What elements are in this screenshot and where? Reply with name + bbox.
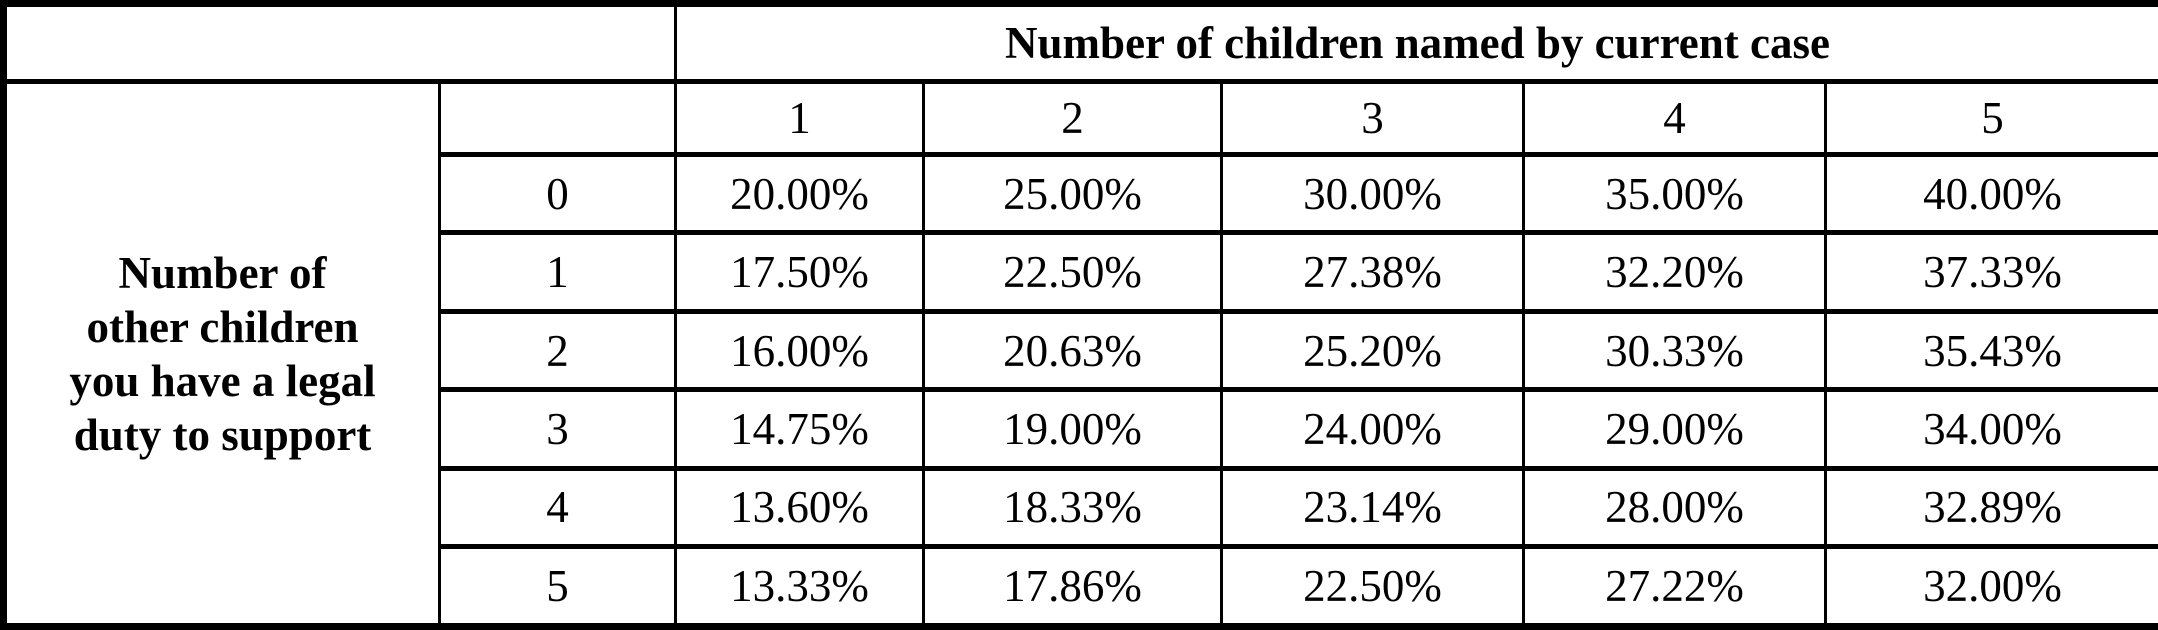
col-header-4: 4 xyxy=(1522,79,1827,157)
data-cell: 34.00% xyxy=(1823,387,2158,471)
data-cell: 13.60% xyxy=(674,465,925,550)
col-header-3: 3 xyxy=(1220,79,1525,157)
data-cell: 37.33% xyxy=(1823,230,2158,314)
data-cell: 17.86% xyxy=(922,544,1223,629)
data-cell: 40.00% xyxy=(1823,151,2158,236)
data-cell: 20.63% xyxy=(922,308,1223,393)
col-header-2: 2 xyxy=(922,79,1223,157)
data-cell: 18.33% xyxy=(922,465,1223,550)
row-label: 3 xyxy=(438,387,677,471)
data-cell: 28.00% xyxy=(1522,465,1827,550)
col-header-1: 1 xyxy=(674,79,925,157)
data-cell: 25.20% xyxy=(1220,308,1525,393)
data-cell: 22.50% xyxy=(922,230,1223,314)
data-cell: 14.75% xyxy=(674,387,925,471)
data-cell: 17.50% xyxy=(674,230,925,314)
data-cell: 23.14% xyxy=(1220,465,1525,550)
data-cell: 29.00% xyxy=(1522,387,1827,471)
table-row: Number of other children you have a lega… xyxy=(2,79,2158,629)
row-label: 2 xyxy=(438,308,677,393)
top-header: Number of children named by current case xyxy=(673,1,2158,84)
data-cell: 27.38% xyxy=(1220,230,1525,314)
table-row: 3 14.75% 19.00% 24.00% 29.00% 34.00% xyxy=(4,387,2158,471)
data-cell: 30.33% xyxy=(1522,308,1827,393)
data-cell: 20.00% xyxy=(674,151,925,236)
data-cell: 27.22% xyxy=(1522,544,1827,629)
side-header: Number of other children you have a lega… xyxy=(2,79,441,629)
col-header-5: 5 xyxy=(1823,79,2158,157)
corner-empty-cell xyxy=(2,1,677,84)
data-cell: 24.00% xyxy=(1220,387,1525,471)
col-header-empty-cell xyxy=(438,79,677,157)
table-row: 4 13.60% 18.33% 23.14% 28.00% 32.89% xyxy=(4,465,2158,550)
row-label: 1 xyxy=(438,230,677,314)
data-cell: 30.00% xyxy=(1220,151,1525,236)
table-row: 2 16.00% 20.63% 25.20% 30.33% 35.43% xyxy=(4,308,2158,393)
table-row: 5 13.33% 17.86% 22.50% 27.22% 32.00% xyxy=(4,544,2158,629)
data-cell: 35.00% xyxy=(1522,151,1827,236)
data-cell: 13.33% xyxy=(674,544,925,629)
data-cell: 32.00% xyxy=(1823,544,2158,629)
row-label: 5 xyxy=(438,544,677,629)
data-cell: 35.43% xyxy=(1823,308,2158,393)
data-cell: 32.89% xyxy=(1823,465,2158,550)
data-cell: 22.50% xyxy=(1220,544,1525,629)
row-label: 0 xyxy=(438,151,677,236)
table-row: 0 20.00% 25.00% 30.00% 35.00% 40.00% xyxy=(4,151,2158,236)
data-cell: 16.00% xyxy=(674,308,925,393)
row-label: 4 xyxy=(438,465,677,550)
data-cell: 32.20% xyxy=(1522,230,1827,314)
data-cell: 19.00% xyxy=(922,387,1223,471)
table-row: Number of children named by current case xyxy=(2,1,2158,84)
data-cell: 25.00% xyxy=(922,151,1223,236)
table-row: 1 17.50% 22.50% 27.38% 32.20% 37.33% xyxy=(4,230,2158,314)
